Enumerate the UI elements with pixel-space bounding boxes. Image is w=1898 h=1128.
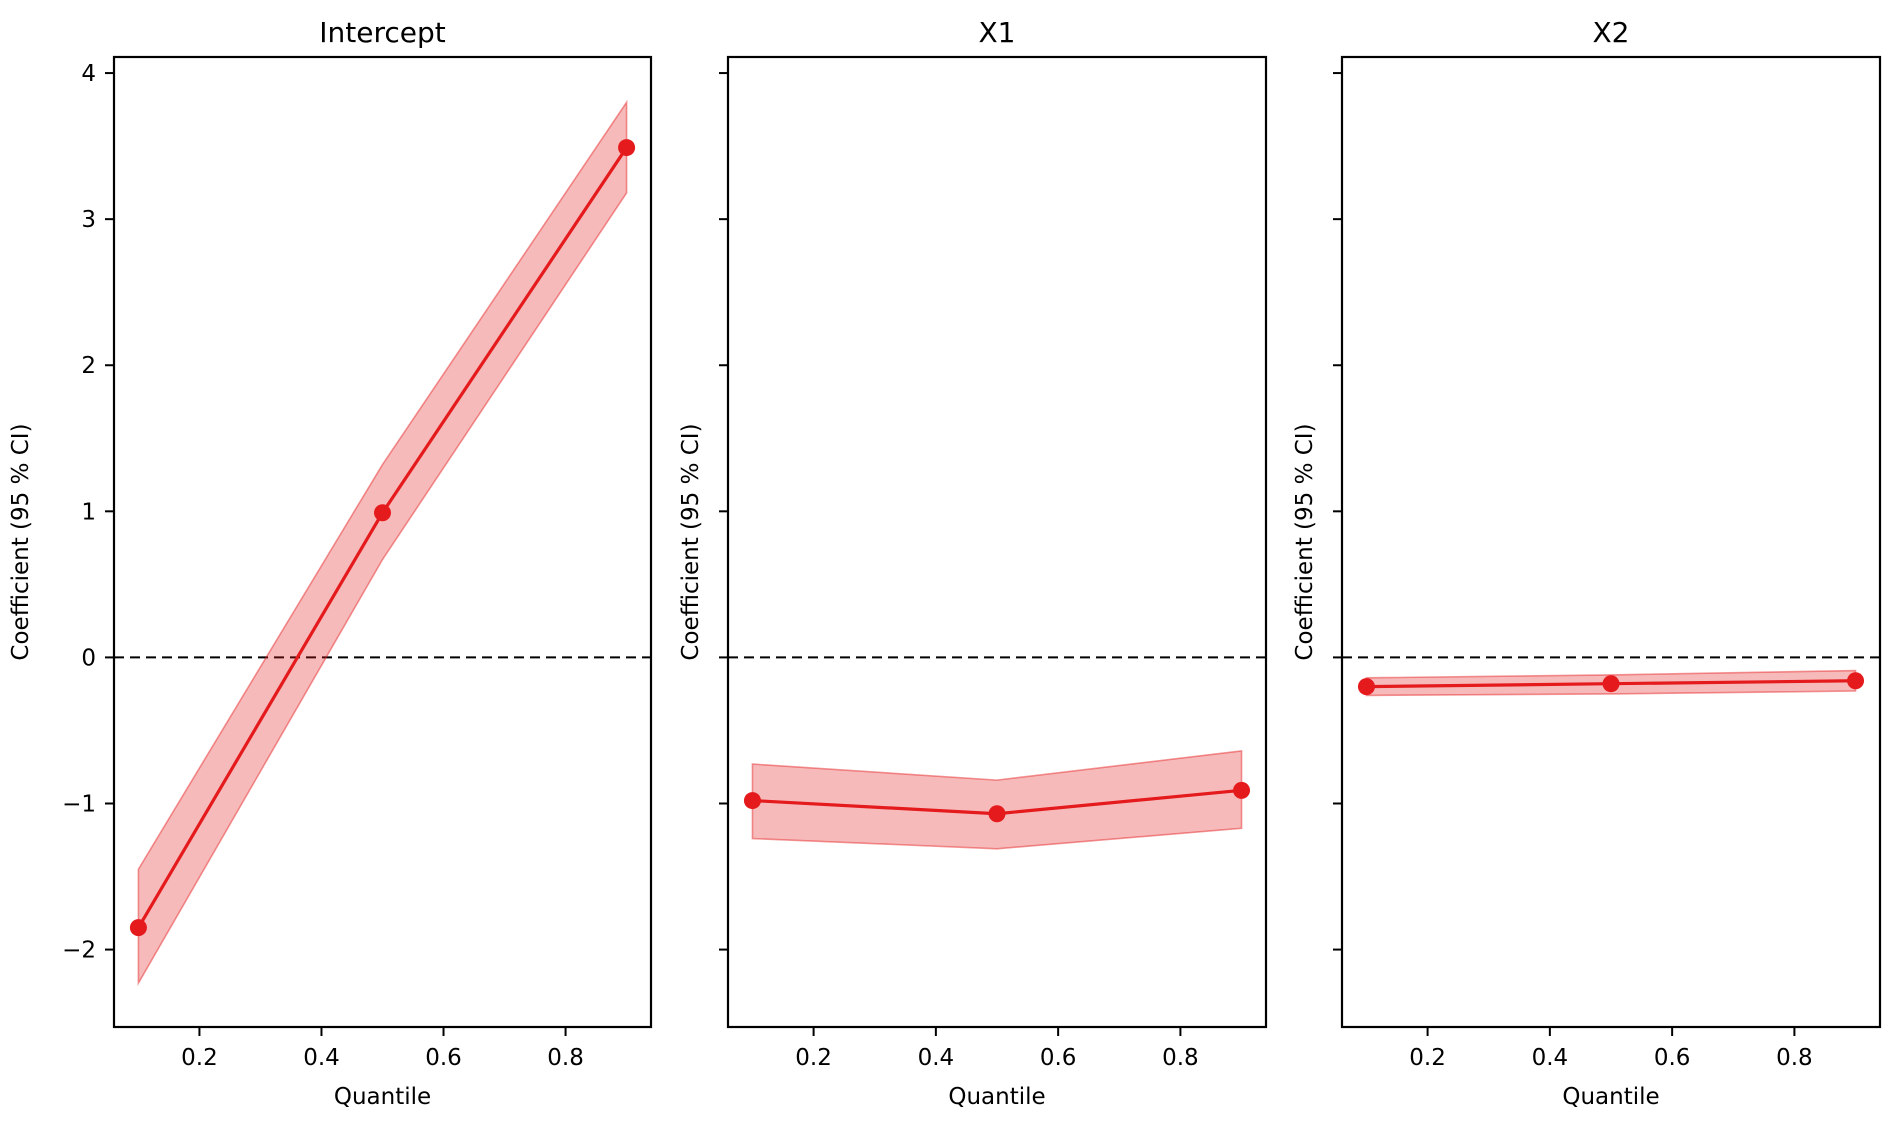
x-tick-label: 0.6 — [425, 1045, 462, 1071]
y-axis-label: Coefficient (95 % CI) — [8, 423, 34, 660]
coefficient-point — [129, 919, 147, 937]
x-tick-label: 0.8 — [1776, 1045, 1813, 1071]
confidence-band — [137, 99, 628, 987]
panel-title: Intercept — [319, 16, 446, 49]
coefficient-point — [1602, 675, 1620, 693]
panel-title: X1 — [979, 16, 1016, 49]
y-tick-label: 2 — [81, 353, 96, 379]
y-axis-label: Coefficient (95 % CI) — [678, 423, 704, 660]
x-tick-label: 0.4 — [303, 1045, 340, 1071]
coefficient-point — [743, 792, 761, 810]
x-tick-label: 0.4 — [918, 1045, 955, 1071]
panel-title: X2 — [1593, 16, 1630, 49]
y-axis-label: Coefficient (95 % CI) — [1292, 423, 1318, 660]
coefficient-point — [1233, 781, 1251, 799]
axes-frame — [726, 55, 1268, 1029]
x-axis-label: Quantile — [1562, 1084, 1659, 1110]
y-tick-label: −1 — [62, 791, 96, 817]
y-tick-label: −2 — [62, 938, 96, 964]
x-tick-label: 0.4 — [1532, 1045, 1569, 1071]
coefficient-point — [1847, 672, 1865, 690]
confidence-band — [751, 749, 1243, 850]
x-tick-label: 0.2 — [1409, 1045, 1446, 1071]
y-tick-label: 3 — [81, 207, 96, 233]
x-tick-label: 0.6 — [1040, 1045, 1077, 1071]
x-tick-label: 0.8 — [1162, 1045, 1199, 1071]
x-tick-label: 0.2 — [795, 1045, 832, 1071]
panel-x1: 0.2 0.4 0.6 0.8 X1 Quantile Coefficient (95 % … — [678, 16, 1268, 1110]
y-tick-label: 1 — [81, 499, 96, 525]
panel-x2: 0.2 0.4 0.6 0.8 X2 Quantile Coefficient (95 % … — [1292, 16, 1882, 1110]
y-tick-label: 4 — [81, 61, 96, 87]
coefficient-point — [988, 805, 1006, 823]
axes-frame — [1340, 55, 1882, 1029]
x-tick-label: 0.8 — [547, 1045, 584, 1071]
x-tick-label: 0.6 — [1654, 1045, 1691, 1071]
x-tick-label: 0.2 — [181, 1045, 218, 1071]
x-axis-label: Quantile — [948, 1084, 1045, 1110]
panel-intercept: 0.2 0.4 0.6 0.8 −2 −1 0 1 2 3 4 Intercept Quantile Co… — [8, 16, 653, 1110]
coefficient-point — [618, 139, 636, 157]
coefficient-point — [1357, 678, 1375, 696]
coefficient-point — [374, 504, 391, 522]
axes-frame — [112, 55, 653, 1029]
y-tick-label: 0 — [81, 645, 96, 671]
x-axis-label: Quantile — [334, 1084, 431, 1110]
